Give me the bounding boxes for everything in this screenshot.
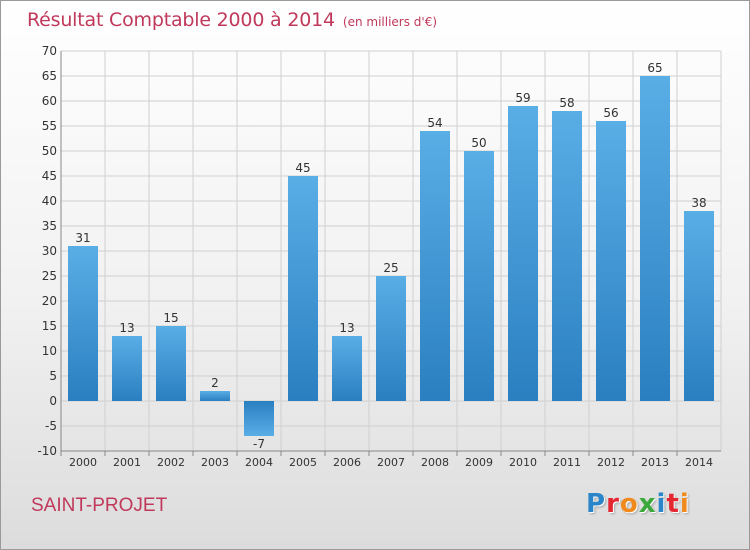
y-tick-label: 50 (42, 144, 57, 158)
bar (420, 131, 450, 401)
bar (376, 276, 406, 401)
x-tick-label: 2000 (69, 456, 97, 469)
x-tick-label: 2003 (201, 456, 229, 469)
logo-letter: x (638, 489, 657, 519)
bar-value-label: 38 (691, 196, 706, 210)
bar (552, 111, 582, 401)
x-tick-label: 2011 (553, 456, 581, 469)
chart-title-text: Résultat Comptable 2000 à 2014 (27, 9, 335, 31)
chart-title: Résultat Comptable 2000 à 2014 (en millie… (27, 9, 437, 31)
y-tick-label: 45 (42, 169, 57, 183)
bar (156, 326, 186, 401)
bar (68, 246, 98, 401)
bar-value-label: 13 (119, 321, 134, 335)
bar-value-label: -7 (253, 437, 265, 451)
bar (200, 391, 230, 401)
bar-value-label: 2 (211, 376, 219, 390)
y-tick-label: 10 (42, 344, 57, 358)
y-tick-label: -5 (45, 419, 57, 433)
bar-value-label: 45 (295, 161, 310, 175)
place-name: SAINT-PROJET (31, 495, 168, 516)
y-tick-label: 5 (49, 369, 57, 383)
bar-value-label: 31 (75, 231, 90, 245)
x-tick-label: 2001 (113, 456, 141, 469)
proxiti-logo: Proxiti (586, 489, 690, 519)
y-tick-label: 30 (42, 244, 57, 258)
x-tick-label: 2004 (245, 456, 273, 469)
logo-letter: o (619, 489, 639, 519)
bar-value-label: 54 (427, 116, 442, 130)
y-tick-label: 40 (42, 194, 57, 208)
x-tick-label: 2008 (421, 456, 449, 469)
axes (60, 51, 721, 456)
x-tick-label: 2002 (157, 456, 185, 469)
y-tick-label: -10 (37, 444, 57, 458)
bar (684, 211, 714, 401)
bar-value-label: 50 (471, 136, 486, 150)
y-tick-label: 0 (49, 394, 57, 408)
x-tick-label: 2006 (333, 456, 361, 469)
y-tick-label: 15 (42, 319, 57, 333)
y-tick-label: 20 (42, 294, 57, 308)
logo-letter: P (586, 489, 607, 519)
bar (244, 401, 274, 436)
bar (508, 106, 538, 401)
y-tick-label: 25 (42, 269, 57, 283)
bar-value-label: 25 (383, 261, 398, 275)
y-tick-label: 60 (42, 94, 57, 108)
bar-value-label: 65 (647, 61, 662, 75)
bar (640, 76, 670, 401)
x-tick-label: 2007 (377, 456, 405, 469)
logo-letter: r (606, 489, 620, 519)
bar-value-label: 13 (339, 321, 354, 335)
x-tick-label: 2010 (509, 456, 537, 469)
y-tick-label: 35 (42, 219, 57, 233)
bar-value-label: 56 (603, 106, 618, 120)
bar-value-label: 15 (163, 311, 178, 325)
logo-letter: i (679, 489, 690, 519)
bar (288, 176, 318, 401)
logo-letter: t (666, 489, 680, 519)
x-tick-label: 2013 (641, 456, 669, 469)
logo-letter: i (656, 489, 667, 519)
x-tick-label: 2005 (289, 456, 317, 469)
bar-value-label: 58 (559, 96, 574, 110)
x-tick-label: 2009 (465, 456, 493, 469)
bar-value-label: 59 (515, 91, 530, 105)
chart-unit-text: (en milliers d'€) (342, 15, 438, 29)
x-tick-label: 2014 (685, 456, 713, 469)
y-tick-label: 55 (42, 119, 57, 133)
bar (332, 336, 362, 401)
x-tick-label: 2012 (597, 456, 625, 469)
bar (112, 336, 142, 401)
y-tick-label: 65 (42, 69, 57, 83)
bar (464, 151, 494, 401)
labels: -10 -5 0 5 10 15 20 25 30 35 40 45 50 55 60 65 70 31 2000 1… (37, 44, 713, 469)
bar (596, 121, 626, 401)
y-tick-label: 70 (42, 44, 57, 58)
bars (68, 76, 714, 436)
